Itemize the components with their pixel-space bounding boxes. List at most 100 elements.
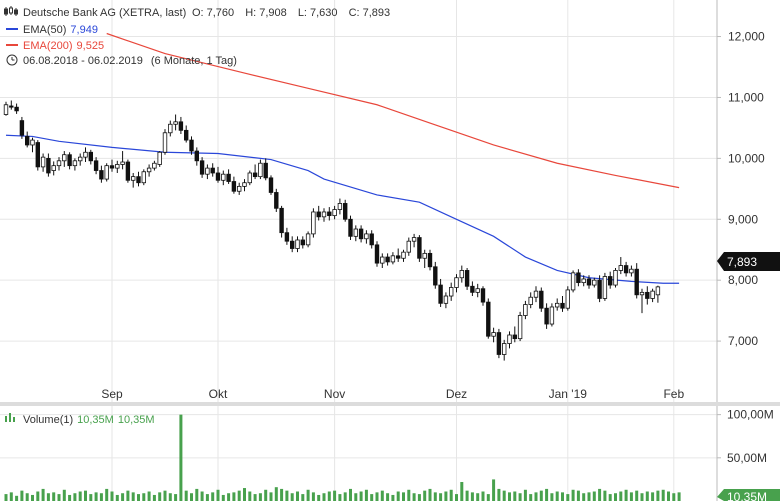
candle xyxy=(390,252,396,265)
volume-bar xyxy=(645,491,649,501)
candle-body xyxy=(533,290,539,298)
candle-body xyxy=(475,288,480,293)
volume-grid xyxy=(0,406,717,501)
volume-bar xyxy=(534,492,538,501)
volume-bar xyxy=(274,487,278,501)
candle-body xyxy=(401,251,406,259)
candle xyxy=(258,159,263,180)
volume-bar xyxy=(502,490,506,501)
candle-body xyxy=(321,211,327,218)
candle xyxy=(353,225,358,242)
volume-bar xyxy=(137,494,140,501)
volume-bar xyxy=(31,494,34,501)
candle xyxy=(629,265,634,277)
candle-body xyxy=(115,164,120,169)
candle xyxy=(650,288,655,303)
high-label: H: xyxy=(245,7,256,19)
candle-body xyxy=(592,279,597,286)
candle xyxy=(639,288,645,314)
volume-bar xyxy=(248,491,252,501)
volume-tick-label: 50,00M xyxy=(727,451,767,465)
volume-bar xyxy=(661,489,665,501)
volume-bar xyxy=(417,494,421,501)
candle xyxy=(9,100,14,110)
candle xyxy=(507,331,512,349)
candle-body xyxy=(279,207,284,234)
candle-body xyxy=(46,157,51,174)
candle xyxy=(613,268,618,288)
candle-body xyxy=(353,228,358,237)
candle-body xyxy=(252,172,258,178)
ema50-line xyxy=(5,134,680,284)
candle-body xyxy=(300,239,305,246)
candle-body xyxy=(565,289,570,309)
candle-body xyxy=(189,139,194,152)
candle xyxy=(512,326,517,343)
close-value: 7,893 xyxy=(363,7,391,19)
candle-body xyxy=(645,291,650,299)
candle xyxy=(533,286,539,303)
ema200-legend: EMA(200) 9,525 xyxy=(23,40,104,52)
candle xyxy=(115,160,120,173)
candle xyxy=(51,161,56,176)
candle xyxy=(136,171,141,187)
candle xyxy=(422,249,427,268)
volume-bar xyxy=(152,494,156,501)
x-tick-label: Sep xyxy=(101,387,123,401)
candle xyxy=(401,249,406,262)
candle xyxy=(501,339,507,361)
candle-body xyxy=(152,162,157,169)
candle-body xyxy=(443,295,449,304)
candle xyxy=(99,165,104,183)
badge-shape xyxy=(717,252,780,271)
candle-body xyxy=(549,306,555,325)
volume-bar xyxy=(301,494,305,501)
candle xyxy=(342,199,348,222)
candle xyxy=(544,303,549,329)
volume-bar xyxy=(84,490,87,501)
candle xyxy=(655,285,661,303)
candle-body xyxy=(629,268,634,274)
volume-bar xyxy=(523,489,527,501)
volume-bar xyxy=(455,494,458,501)
candle-body xyxy=(417,237,422,259)
candle-body xyxy=(289,240,295,249)
candle xyxy=(120,151,125,170)
volume-bar xyxy=(571,489,575,501)
volume-bar xyxy=(608,494,612,501)
x-tick-label: Jan '19 xyxy=(549,387,588,401)
candle xyxy=(300,236,305,249)
volume-bar xyxy=(290,493,294,501)
volume-bar xyxy=(327,491,331,501)
x-tick-label: Nov xyxy=(324,387,345,401)
volume-bar xyxy=(269,492,273,501)
candle xyxy=(411,233,417,248)
candle-body xyxy=(93,160,99,171)
volume-bar xyxy=(444,491,448,501)
candle-body xyxy=(205,167,210,175)
volume-bar xyxy=(311,492,315,501)
candle-body xyxy=(19,120,25,136)
candle-body xyxy=(173,121,178,125)
volume-legend: Volume(1) 10,35M 10,35M xyxy=(23,414,155,426)
candle-body xyxy=(491,332,496,337)
volume-bar xyxy=(46,493,50,501)
candle-body xyxy=(480,288,486,303)
candle xyxy=(448,282,454,301)
volume-bar xyxy=(396,491,400,501)
candle-body xyxy=(422,252,427,259)
volume-bar xyxy=(592,491,596,501)
candle-body xyxy=(146,167,152,173)
volume-bar xyxy=(550,493,554,501)
volume-bar xyxy=(200,491,204,501)
volume-bar xyxy=(78,491,82,501)
candle-body xyxy=(130,176,136,181)
candle-body xyxy=(9,105,14,108)
candle xyxy=(523,300,528,320)
volume-bar xyxy=(190,493,193,501)
candle xyxy=(242,179,247,192)
candle xyxy=(576,269,581,287)
candle xyxy=(46,153,51,177)
candle xyxy=(517,311,523,342)
candle-body xyxy=(433,266,438,286)
